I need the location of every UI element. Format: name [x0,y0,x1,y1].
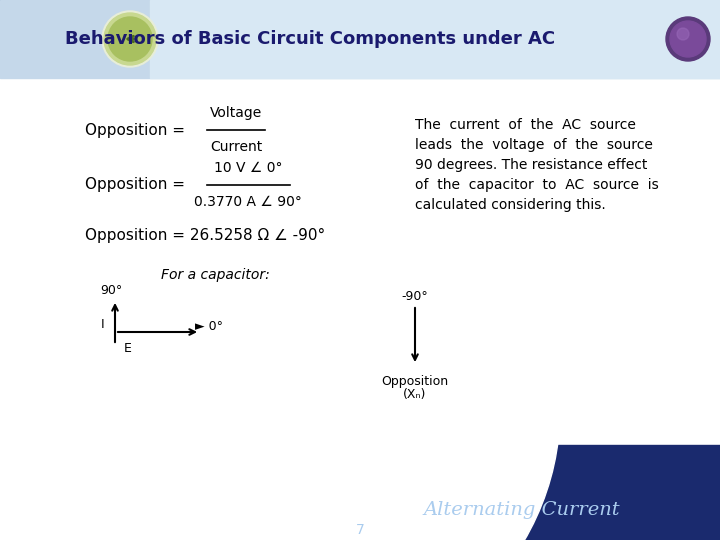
Text: Opposition =: Opposition = [85,178,190,192]
Ellipse shape [0,130,560,540]
Circle shape [43,48,47,52]
Text: calculated considering this.: calculated considering this. [415,198,606,212]
Circle shape [73,16,77,20]
Text: leads  the  voltage  of  the  source: leads the voltage of the source [415,138,653,152]
Circle shape [43,32,47,36]
Text: of  the  capacitor  to  AC  source  is: of the capacitor to AC source is [415,178,659,192]
Circle shape [677,28,689,40]
Bar [150,0,720,78]
Text: The  current  of  the  AC  source: The current of the AC source [415,118,636,132]
Circle shape [670,21,706,57]
Circle shape [133,48,137,52]
Text: I: I [102,319,105,332]
Circle shape [133,16,137,20]
Text: Voltage: Voltage [210,106,262,120]
Text: 0.3770 A ∠ 90°: 0.3770 A ∠ 90° [194,195,302,209]
Text: For a capacitor:: For a capacitor: [161,268,269,282]
Circle shape [108,17,152,61]
Text: Opposition =: Opposition = [85,123,190,138]
Text: Alternating Current: Alternating Current [423,501,620,519]
Circle shape [73,48,77,52]
Text: 90°: 90° [100,284,122,297]
Circle shape [13,16,17,20]
Text: 10 V ∠ 0°: 10 V ∠ 0° [214,161,282,175]
Text: ► 0°: ► 0° [195,321,223,334]
Circle shape [103,32,107,36]
Text: -90°: -90° [402,290,428,303]
Text: Behaviors of Basic Circuit Components under AC: Behaviors of Basic Circuit Components un… [65,30,555,48]
Circle shape [102,11,158,67]
Circle shape [73,32,77,36]
Text: E: E [124,342,132,355]
Bar [0,0,720,78]
Circle shape [103,48,107,52]
Bar [0,445,720,540]
Circle shape [666,17,710,61]
Bar [0,0,200,75]
Circle shape [104,13,156,65]
Text: (Xₙ): (Xₙ) [403,388,427,401]
Circle shape [13,48,17,52]
Circle shape [43,16,47,20]
Text: Current: Current [210,140,262,154]
Text: 90 degrees. The resistance effect: 90 degrees. The resistance effect [415,158,647,172]
Text: 7: 7 [356,523,364,537]
Text: Opposition = 26.5258 Ω ∠ -90°: Opposition = 26.5258 Ω ∠ -90° [85,227,325,242]
Text: Opposition: Opposition [382,375,449,388]
Circle shape [13,32,17,36]
Circle shape [103,16,107,20]
Circle shape [133,32,137,36]
